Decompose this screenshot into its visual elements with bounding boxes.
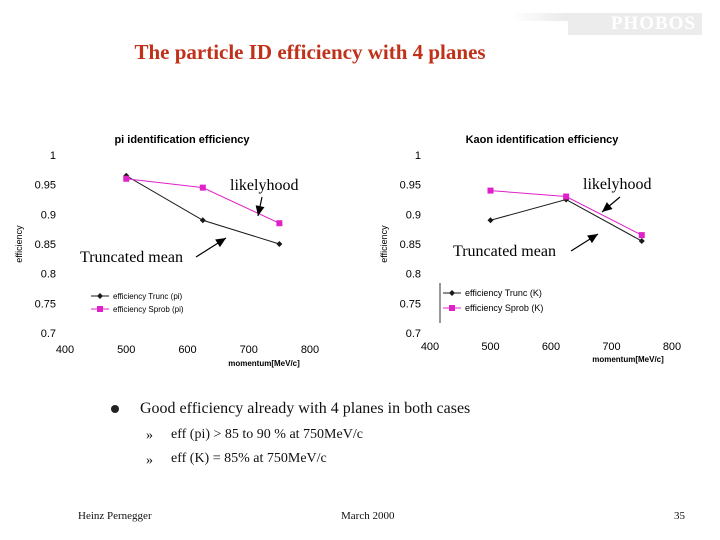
chart-title: Kaon identification efficiency (466, 134, 620, 146)
y-tick-label: 0.95 (400, 180, 421, 192)
data-point-marker (638, 238, 645, 245)
y-tick-label: 0.9 (41, 209, 56, 221)
data-point-marker (449, 290, 455, 296)
legend-entry-label: efficiency Trunc (pi) (113, 292, 183, 301)
annotation-truncated-mean: Truncated mean (80, 249, 183, 266)
footer-page-number: 35 (674, 510, 685, 522)
x-tick-label: 700 (602, 341, 620, 353)
legend-entry-label: efficiency Sprob (pi) (113, 305, 184, 314)
x-axis-label: momentum[MeV/c] (228, 359, 300, 368)
data-point-marker (487, 217, 494, 224)
y-tick-label: 0.95 (35, 180, 56, 192)
annotation-likelyhood-arrow-arrowhead-icon (255, 205, 265, 216)
slide-title: The particle ID efficiency with 4 planes (134, 40, 486, 64)
y-tick-label: 0.8 (41, 269, 56, 281)
y-tick-label: 0.75 (35, 298, 56, 310)
data-point-marker (487, 187, 494, 194)
logo-band (512, 13, 572, 21)
y-tick-label: 1 (415, 150, 421, 162)
data-point-marker (449, 305, 455, 311)
sub-bullet-pi: eff (pi) > 85 to 90 % at 750MeV/c (171, 427, 363, 442)
data-point-marker (199, 184, 206, 191)
data-point-marker (563, 193, 570, 200)
y-axis-label: efficiency (379, 225, 389, 263)
legend-entry-label: efficiency Trunc (K) (465, 288, 542, 298)
sub-bullet-k: eff (K) = 85% at 750MeV/c (171, 451, 327, 466)
annotation-likelyhood: likelyhood (230, 177, 298, 194)
data-point-marker (97, 293, 103, 299)
sub-bullet-marker: » (146, 428, 153, 443)
y-tick-label: 1 (50, 150, 56, 162)
y-tick-label: 0.9 (406, 209, 421, 221)
bullet-dot-icon (111, 405, 119, 413)
footer-date: March 2000 (341, 510, 395, 522)
bullet-main: Good efficiency already with 4 planes in… (140, 400, 471, 417)
data-point-marker (199, 217, 206, 224)
chart-title: pi identification efficiency (114, 134, 250, 146)
annotation-truncated-mean: Truncated mean (453, 243, 556, 260)
y-tick-label: 0.7 (41, 328, 56, 340)
x-tick-label: 600 (542, 341, 560, 353)
data-point-marker (276, 220, 283, 227)
sub-bullet-marker: » (146, 453, 153, 468)
data-point-marker (638, 232, 645, 239)
annotation-likelyhood-arrow-arrowhead-icon (602, 202, 613, 212)
series-line (490, 198, 642, 242)
phobos-logo: PHOBOS (568, 13, 702, 35)
x-tick-label: 400 (56, 344, 74, 356)
x-tick-label: 700 (240, 344, 258, 356)
x-axis-label: momentum[MeV/c] (592, 355, 664, 364)
x-tick-label: 400 (421, 341, 439, 353)
x-tick-label: 500 (481, 341, 499, 353)
annotation-truncated-mean-arrow-arrowhead-icon (587, 234, 598, 244)
footer-author: Heinz Pernegger (78, 510, 152, 522)
data-point-marker (276, 241, 283, 247)
x-tick-label: 800 (663, 341, 681, 353)
y-tick-label: 0.8 (406, 269, 421, 281)
x-tick-label: 600 (178, 344, 196, 356)
annotation-likelyhood: likelyhood (583, 176, 651, 193)
y-tick-label: 0.85 (400, 239, 421, 251)
data-point-marker (123, 175, 130, 182)
legend-entry-label: efficiency Sprob (K) (465, 303, 543, 313)
annotation-truncated-mean-arrow-arrowhead-icon (215, 238, 226, 248)
y-axis-label: efficiency (14, 225, 24, 263)
data-point-marker (97, 306, 103, 312)
x-tick-label: 500 (117, 344, 135, 356)
x-tick-label: 800 (301, 344, 319, 356)
y-tick-label: 0.85 (35, 239, 56, 251)
y-tick-label: 0.7 (406, 328, 421, 340)
y-tick-label: 0.75 (400, 298, 421, 310)
